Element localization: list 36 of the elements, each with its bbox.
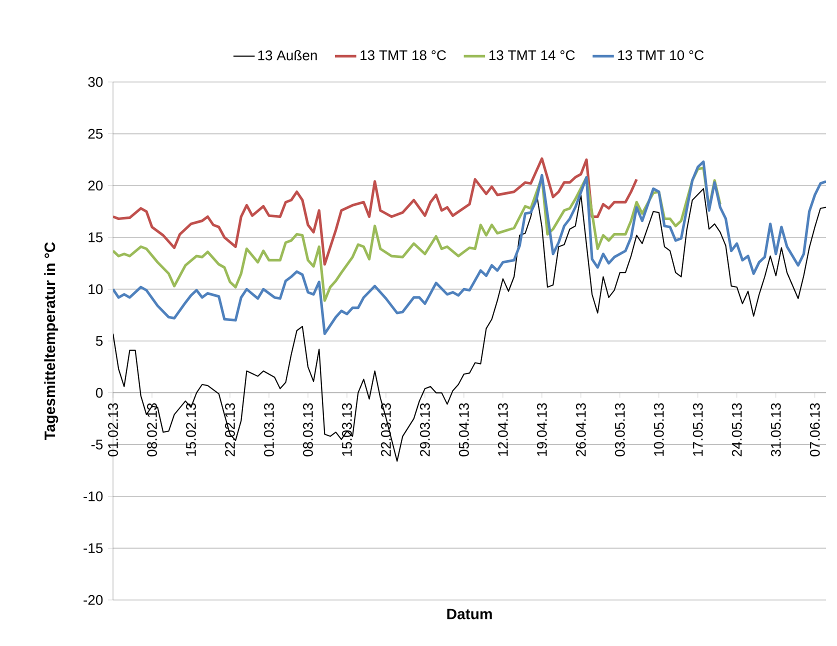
x-tick-label: 17.05.13 [692, 403, 703, 456]
y-tick-label: -20 [84, 595, 103, 605]
y-tick-label: 25 [88, 128, 103, 139]
legend-label: 13 TMT 18 °C [360, 50, 446, 60]
legend-label: 13 TMT 10 °C [618, 50, 704, 60]
x-tick-label: 08.02.13 [147, 403, 157, 456]
legend-label: 13 TMT 14 °C [489, 50, 575, 60]
y-tick-label: 10 [88, 284, 103, 294]
x-tick-label: 07.06.13 [810, 403, 820, 456]
x-tick-label: 10.05.13 [654, 403, 664, 456]
x-tick-label: 31.05.13 [770, 403, 781, 456]
x-tick-label: 22.03.13 [381, 403, 391, 456]
y-tick-label: 20 [88, 180, 103, 191]
x-tick-label: 01.02.13 [108, 403, 118, 456]
x-tick-label: 01.03.13 [264, 403, 274, 456]
x-axis-title: Datum [447, 608, 492, 620]
y-tick-label: 15 [88, 232, 103, 242]
x-tick-label: 24.05.13 [732, 403, 742, 456]
y-tick-label: 5 [96, 336, 103, 346]
x-tick-label: 15.02.13 [186, 403, 196, 456]
y-tick-label: 0 [96, 388, 103, 398]
x-tick-label: 19.04.13 [536, 403, 547, 456]
x-tick-label: 08.03.13 [303, 403, 313, 456]
x-tick-label: 29.03.13 [420, 403, 430, 456]
y-tick-label: -15 [84, 543, 103, 554]
x-tick-label: 22.02.13 [225, 403, 235, 456]
x-tick-label: 05.04.13 [458, 403, 469, 456]
x-tick-label: 15.03.13 [342, 403, 352, 456]
y-tick-label: -5 [91, 440, 103, 450]
y-tick-label: -10 [84, 491, 103, 502]
x-tick-label: 12.04.13 [498, 403, 508, 456]
legend-label: 13 Außen [258, 50, 317, 60]
y-axis-title: Tagesmitteltemperatur in °C [44, 242, 58, 440]
x-tick-label: 03.05.13 [614, 403, 625, 456]
x-tick-label: 26.04.13 [576, 403, 586, 456]
y-tick-label: 30 [88, 77, 103, 87]
